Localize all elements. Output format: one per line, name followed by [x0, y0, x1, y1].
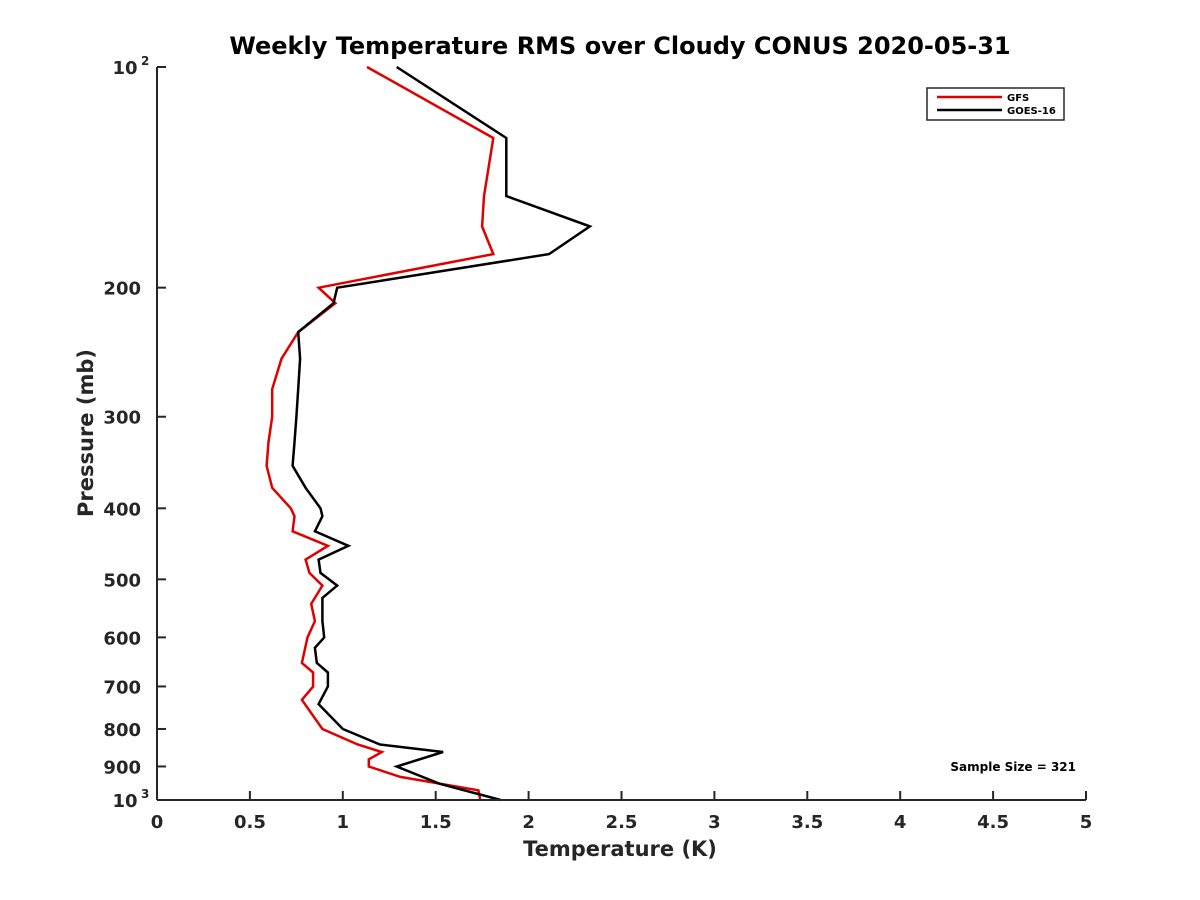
legend-label-gfs: GFS — [1007, 93, 1029, 104]
y-tick-exponent: 3 — [141, 787, 149, 801]
y-ticks: 10 2 200 300 400 500 600 700 800 900 10 3 — [103, 54, 166, 812]
series-line-goes16 — [291, 65, 593, 802]
y-tick-label: 200 — [103, 279, 141, 300]
y-tick-exponent: 2 — [141, 54, 149, 68]
x-tick-label: 2.5 — [606, 812, 638, 833]
x-tick-label: 1 — [337, 812, 350, 833]
y-tick-label: 500 — [103, 570, 141, 591]
legend-box — [926, 87, 1065, 121]
series-line-gfs — [265, 65, 496, 801]
y-tick-label: 10 — [112, 58, 137, 79]
x-tick-label: 3.5 — [791, 812, 823, 833]
series-layer — [265, 65, 593, 802]
x-tick-label: 2 — [522, 812, 535, 833]
y-axis-label: Pressure (mb) — [74, 349, 98, 517]
x-tick-label: 1.5 — [420, 812, 452, 833]
x-tick-label: 4 — [894, 812, 907, 833]
y-tick-label: 400 — [103, 499, 141, 520]
y-tick-label: 10 — [112, 791, 137, 812]
y-tick-label: 900 — [103, 757, 141, 778]
x-tick-label: 5 — [1080, 812, 1093, 833]
y-tick-label: 600 — [103, 628, 141, 649]
legend: GFS GOES-16 — [926, 87, 1065, 121]
sample-size-annotation: Sample Size = 321 — [950, 760, 1076, 774]
chart-title: Weekly Temperature RMS over Cloudy CONUS… — [229, 32, 1010, 60]
x-tick-label: 3 — [708, 812, 721, 833]
x-tick-label: 4.5 — [977, 812, 1009, 833]
x-tick-label: 0 — [151, 812, 164, 833]
y-tick-label: 300 — [103, 408, 141, 429]
legend-label-goes16: GOES-16 — [1007, 106, 1056, 117]
y-tick-label: 800 — [103, 720, 141, 741]
x-axis-label: Temperature (K) — [523, 837, 717, 861]
x-tick-label: 0.5 — [234, 812, 266, 833]
y-tick-label: 700 — [103, 677, 141, 698]
x-ticks: 0 0.5 1 1.5 2 2.5 3 3.5 4 4.5 5 — [151, 791, 1093, 833]
